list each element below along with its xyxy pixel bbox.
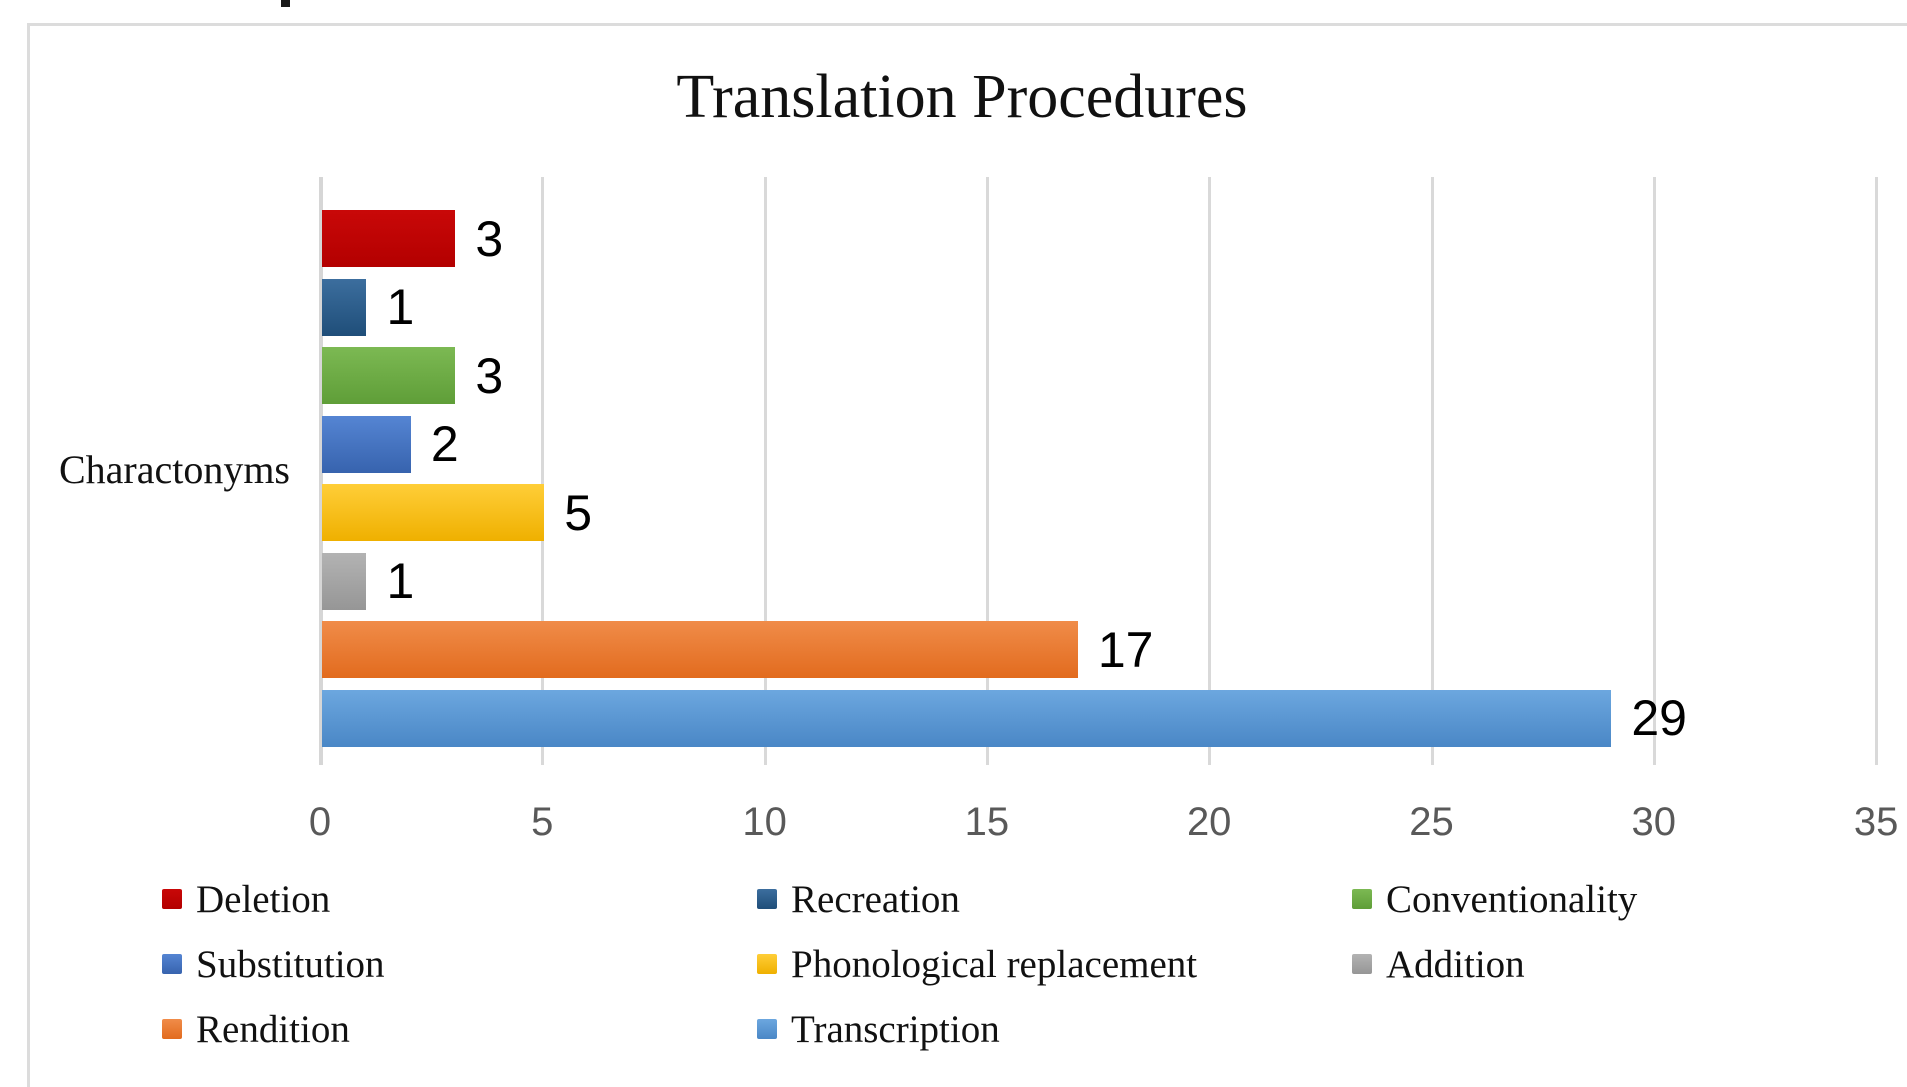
legend-swatch-phonological-replacement: [757, 954, 777, 974]
x-tick-label-5: 5: [531, 800, 554, 844]
legend-label-phonological-replacement: Phonological replacement: [791, 942, 1198, 986]
value-label-transcription: 29: [1631, 690, 1687, 746]
value-label-deletion: 3: [475, 210, 504, 267]
legend-swatch-deletion: [162, 889, 182, 909]
legend-swatch-addition: [1352, 954, 1372, 974]
value-label-substitution: 2: [430, 416, 459, 472]
bar-conventionality: [322, 347, 456, 404]
cropped-text-artifact: [281, 0, 290, 7]
x-tick-label-0: 0: [308, 800, 332, 844]
legend-label-transcription: Transcription: [791, 1007, 1000, 1051]
legend-swatch-substitution: [162, 954, 182, 974]
gridline-15: [985, 177, 989, 765]
x-tick-label-30: 30: [1631, 800, 1677, 844]
legend-item-deletion: Deletion: [162, 871, 330, 927]
legend-label-substitution: Substitution: [196, 942, 385, 986]
gridline-35: [1875, 177, 1879, 765]
bar-rendition: [322, 621, 1078, 678]
value-label-phonological-replacement: 5: [564, 484, 593, 541]
legend-item-transcription: Transcription: [757, 1001, 1000, 1057]
bar-phonological-replacement: [322, 484, 545, 541]
gridline-10: [763, 177, 767, 765]
x-tick-label-15: 15: [964, 800, 1010, 844]
value-label-conventionality: 3: [475, 347, 504, 404]
x-tick-label-35: 35: [1853, 800, 1899, 844]
legend-item-conventionality: Conventionality: [1352, 871, 1637, 927]
gridline-5: [541, 177, 545, 765]
bar-addition: [322, 552, 367, 610]
legend-swatch-recreation: [757, 889, 777, 909]
legend-item-substitution: Substitution: [162, 936, 385, 992]
bar-substitution: [322, 415, 411, 473]
value-label-addition: 1: [386, 553, 415, 609]
value-label-recreation: 1: [386, 279, 415, 335]
x-tick-label-25: 25: [1409, 800, 1454, 844]
value-label-rendition: 17: [1097, 621, 1154, 678]
x-axis-line: [319, 177, 323, 765]
y-axis-category-label: Charactonyms: [58, 447, 290, 492]
chart-title: Translation Procedures: [676, 63, 1248, 131]
legend-swatch-transcription: [757, 1019, 777, 1039]
gridline-25: [1430, 177, 1434, 765]
gridline-20: [1208, 177, 1212, 765]
legend-label-deletion: Deletion: [196, 877, 331, 921]
legend-label-conventionality: Conventionality: [1386, 877, 1638, 921]
legend-item-phonological-replacement: Phonological replacement: [757, 936, 1197, 992]
x-tick-label-20: 20: [1186, 800, 1232, 844]
legend-label-rendition: Rendition: [196, 1007, 350, 1051]
legend-label-addition: Addition: [1386, 942, 1525, 986]
x-tick-label-10: 10: [742, 800, 787, 844]
legend-item-rendition: Rendition: [162, 1001, 350, 1057]
bar-transcription: [322, 689, 1612, 747]
gridline-30: [1652, 177, 1656, 765]
legend-label-recreation: Recreation: [791, 877, 960, 921]
bar-deletion: [322, 210, 456, 267]
legend-item-addition: Addition: [1352, 936, 1525, 992]
legend-swatch-rendition: [162, 1019, 182, 1039]
bar-recreation: [322, 278, 367, 336]
legend-swatch-conventionality: [1352, 889, 1372, 909]
legend-item-recreation: Recreation: [757, 871, 960, 927]
